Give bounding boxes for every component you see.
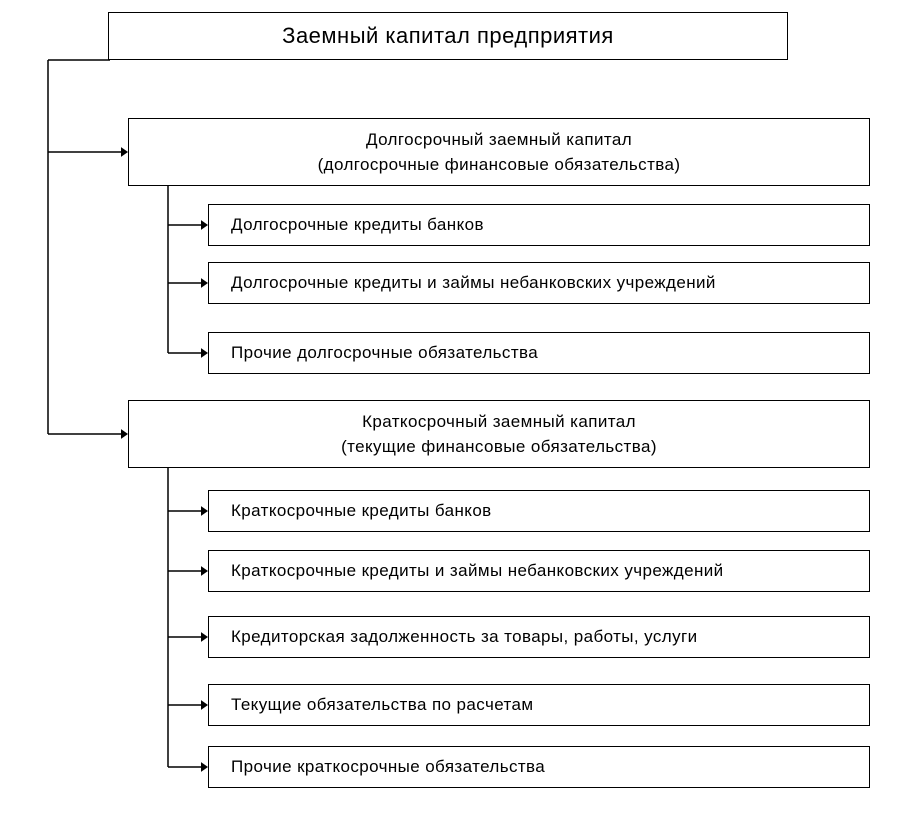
connectors-svg bbox=[0, 0, 908, 814]
diagram-canvas: Заемный капитал предприятия Долгосрочный… bbox=[0, 0, 908, 814]
